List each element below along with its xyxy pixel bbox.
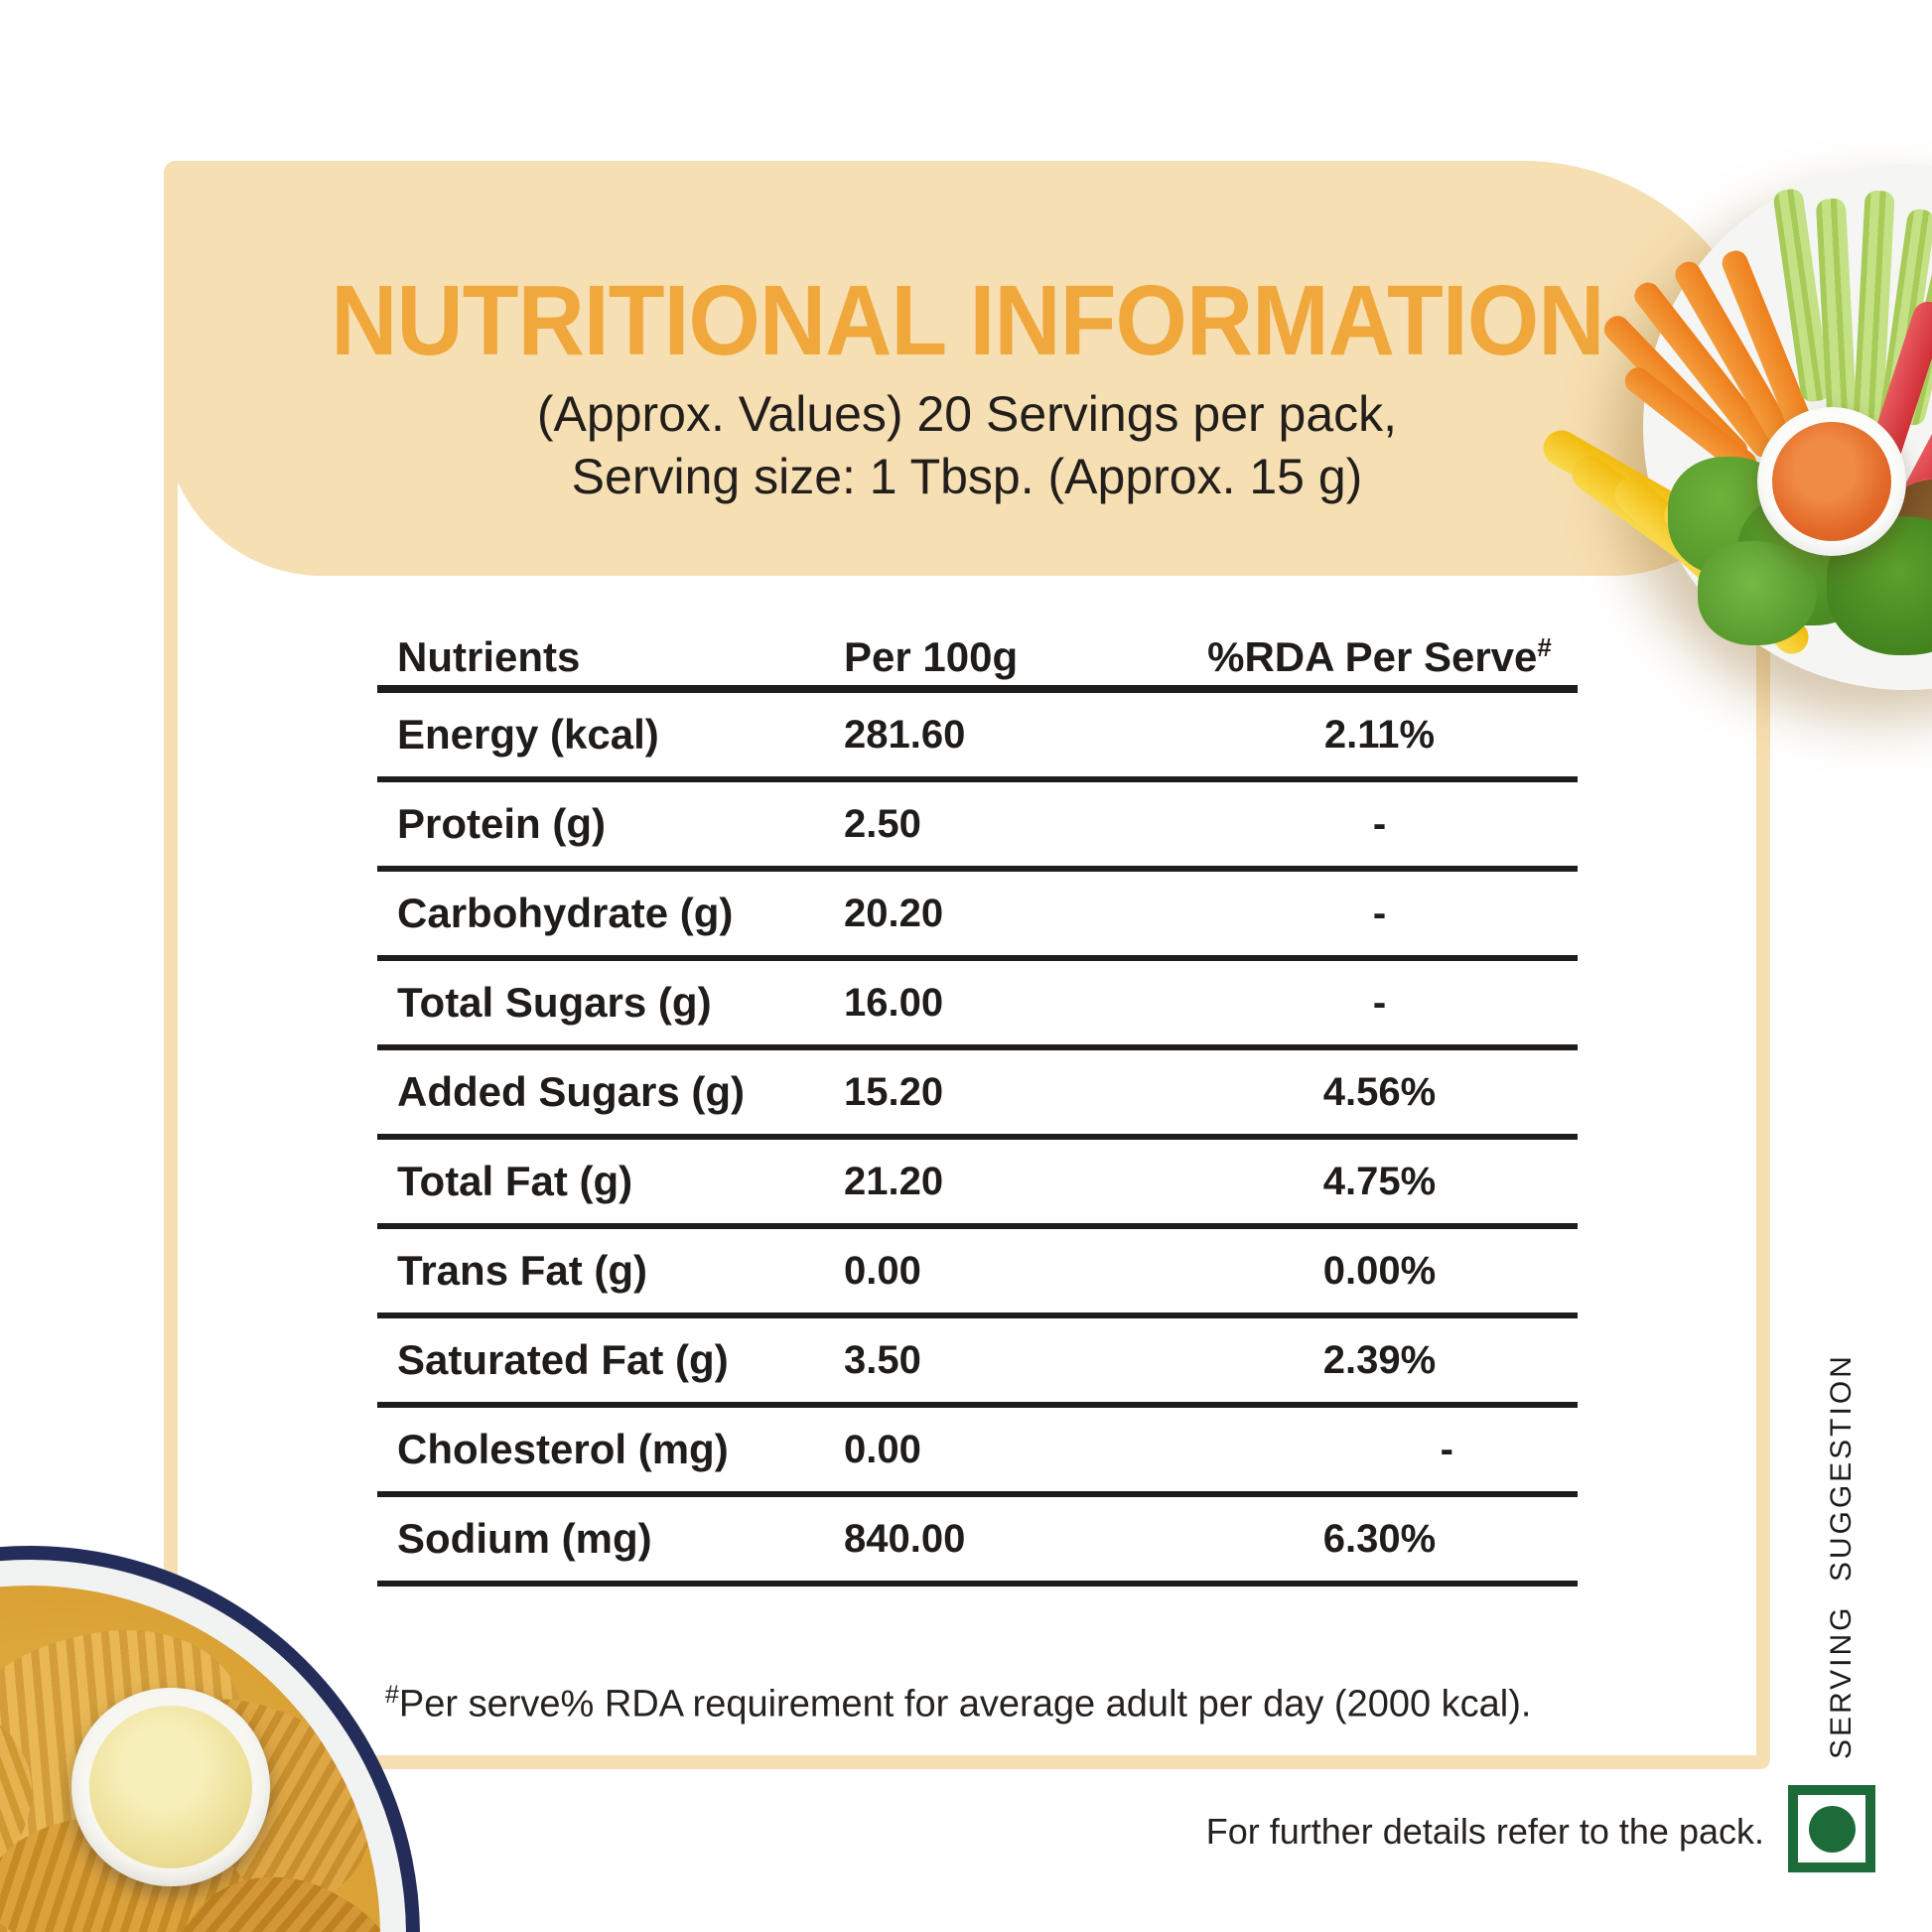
rda-value: 6.30% [1322,1516,1437,1561]
footnote-text: Per serve% RDA requirement for average a… [398,1683,1532,1725]
nutrient-name: Total Sugars (g) [397,979,712,1026]
nutrient-name: Saturated Fat (g) [397,1336,729,1383]
rda-value: 2.39% [1322,1337,1437,1382]
nutrition-table: Nutrients Per 100g %RDA Per Serve# Energ… [377,633,1578,1587]
header-cell-per-100g: Per 100g [844,633,1019,680]
nutrient-name: Protein (g) [397,800,606,847]
nutrient-name: Carbohydrate (g) [397,890,734,936]
footer-note: For further details refer to the pack. [1205,1811,1764,1852]
rda-footnote: #Per serve% RDA requirement for average … [385,1681,1586,1726]
footnote-marker: # [385,1681,399,1709]
subtitle-line-2: Serving size: 1 Tbsp. (Approx. 15 g) [571,449,1363,504]
nutrient-name: Cholesterol (mg) [397,1426,729,1472]
per-100g-value: 3.50 [844,1337,921,1382]
nutrient-name: Trans Fat (g) [397,1247,648,1294]
rda-value: 0.00% [1322,1248,1437,1293]
nutrient-name: Total Fat (g) [397,1158,633,1204]
table-row: Added Sugars (g) 15.20 4.56% [377,1050,1578,1140]
table-row: Trans Fat (g) 0.00 0.00% [377,1229,1578,1318]
table-row: Carbohydrate (g) 20.20 - [377,872,1578,961]
header-band [164,161,1770,576]
dip-ramekin-chips [71,1688,270,1886]
vegetable-platter-image [1537,149,1932,690]
table-row: Total Sugars (g) 16.00 - [377,961,1578,1050]
table-row: Cholesterol (mg) 0.00 - [377,1408,1578,1497]
rda-superscript: # [1537,632,1552,662]
rda-value: - [1372,891,1387,935]
header-cell-nutrients: Nutrients [397,633,581,680]
dip-ramekin [1757,407,1906,556]
nutrient-name: Energy (kcal) [397,711,659,758]
nutrient-name: Sodium (mg) [397,1515,652,1562]
red-pepper-dip [1772,422,1891,541]
rda-value: - [1372,980,1387,1025]
rda-value: 4.75% [1322,1159,1437,1203]
header-cell-rda: %RDA Per Serve# [1207,632,1552,680]
per-100g-value: 21.20 [844,1159,944,1203]
per-100g-value: 16.00 [844,980,944,1025]
table-row: Total Fat (g) 21.20 4.75% [377,1140,1578,1229]
per-100g-value: 0.00 [844,1248,921,1293]
rda-value: - [1440,1427,1453,1471]
lettuce-leaf [1698,541,1817,645]
per-100g-value: 840.00 [844,1516,966,1561]
rda-value: 4.56% [1322,1069,1437,1114]
per-100g-value: 0.00 [844,1427,921,1471]
per-100g-value: 2.50 [844,801,921,846]
page-title-text: NUTRITIONAL INFORMATION [330,265,1604,376]
table-row: Energy (kcal) 281.60 2.11% [377,693,1578,782]
nutrient-name: Added Sugars (g) [397,1068,746,1115]
per-100g-value: 281.60 [844,712,966,757]
rda-value: 2.11% [1323,712,1436,757]
vegetarian-green-dot [1808,1805,1856,1853]
rda-value: - [1372,801,1387,846]
subtitle: (Approx. Values) 20 Servings per pack, S… [164,383,1770,508]
creamy-dip [89,1706,252,1868]
per-100g-value: 20.20 [844,891,944,935]
vegetarian-symbol-icon [1788,1785,1875,1872]
per-100g-value: 15.20 [844,1069,944,1114]
subtitle-line-1: (Approx. Values) 20 Servings per pack, [536,386,1398,442]
table-header-row: Nutrients Per 100g %RDA Per Serve# [377,633,1578,693]
table-row: Saturated Fat (g) 3.50 2.39% [377,1318,1578,1408]
table-row: Sodium (mg) 840.00 6.30% [377,1497,1578,1587]
serving-suggestion-label: SERVING SUGGESTION [1825,1353,1858,1759]
page-title: NUTRITIONAL INFORMATION [164,264,1770,378]
table-row: Protein (g) 2.50 - [377,782,1578,872]
